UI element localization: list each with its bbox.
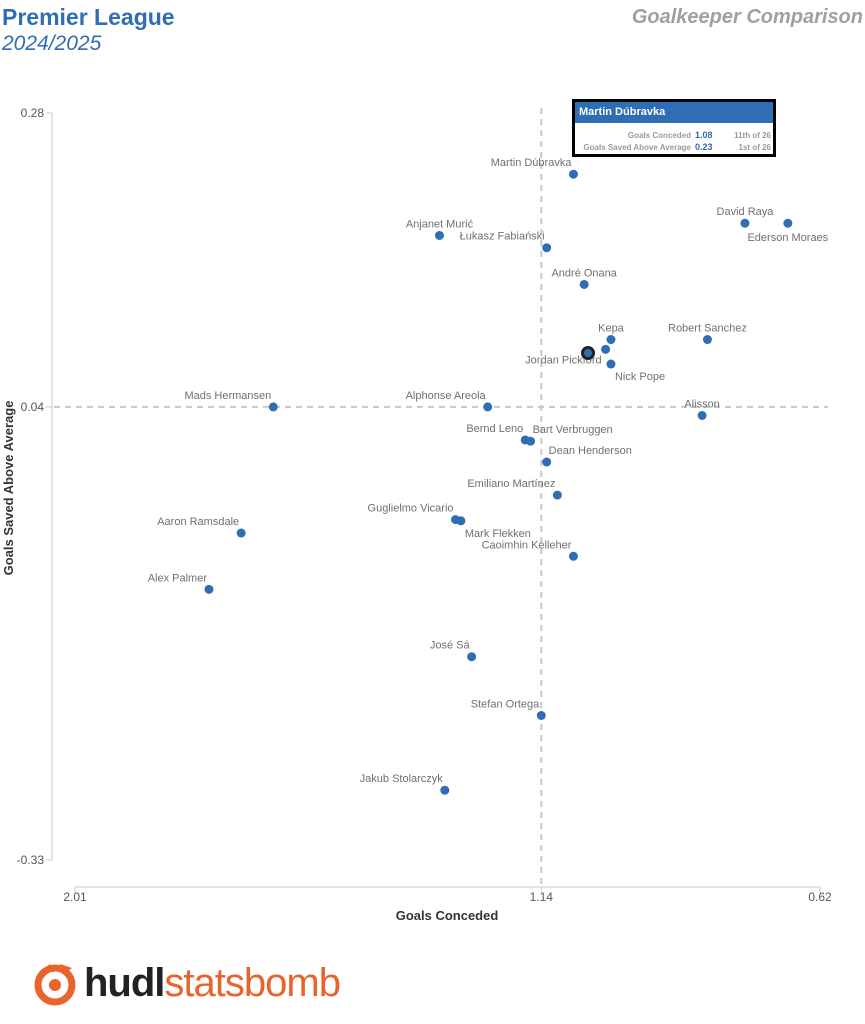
data-point xyxy=(536,710,546,720)
data-point-label: Bart Verbruggen xyxy=(533,424,613,436)
tooltip-rank: 1st of 26 xyxy=(738,143,771,152)
tooltip-value: 0.23 xyxy=(695,142,713,152)
season-label: 2024/2025 xyxy=(2,32,102,55)
data-point xyxy=(568,551,578,561)
league-title: Premier League xyxy=(2,4,175,30)
data-point-label: Anjanet Murić xyxy=(406,218,474,230)
data-point-label: Alisson xyxy=(684,398,719,410)
x-tick-label: 2.01 xyxy=(63,890,87,904)
data-point-label: Ederson Moraes xyxy=(747,232,828,244)
logo-word-statsbomb: statsbomb xyxy=(164,960,341,1005)
data-point xyxy=(483,402,493,412)
data-point xyxy=(552,490,562,500)
data-point-label: Alphonse Areola xyxy=(406,390,487,402)
data-point-label: Emiliano Martínez xyxy=(467,478,555,490)
data-point xyxy=(579,279,589,289)
chart-subtitle: Goalkeeper Comparison xyxy=(631,6,863,28)
data-point-label: Stefan Ortega xyxy=(471,698,540,710)
x-tick-label: 1.14 xyxy=(530,890,554,904)
data-point-label: André Onana xyxy=(551,267,617,279)
data-point xyxy=(434,230,444,240)
tooltip-rank: 11th of 26 xyxy=(734,131,771,140)
y-tick-label: 0.04 xyxy=(21,400,45,414)
selected-point-marker xyxy=(581,346,595,360)
data-point xyxy=(568,169,578,179)
data-point-label: Jordan Pickford xyxy=(525,354,601,366)
data-point xyxy=(542,243,552,253)
data-point-label: Mads Hermansen xyxy=(184,390,271,402)
statsbomb-logo-icon xyxy=(34,964,76,1006)
tooltip-value: 1.08 xyxy=(695,130,713,140)
player-tooltip: Martin Dúbravka Goals Conceded 1.08 11th… xyxy=(572,99,776,157)
data-point-label: Bernd Leno xyxy=(466,423,523,435)
data-point xyxy=(606,335,616,345)
data-point xyxy=(702,335,712,345)
x-tick-label: 0.62 xyxy=(808,890,832,904)
data-point-label: Łukasz Fabiański xyxy=(460,231,545,243)
data-point-label: Alex Palmer xyxy=(148,572,208,584)
data-point xyxy=(783,218,793,228)
data-point xyxy=(456,516,466,526)
data-point xyxy=(526,436,536,446)
data-point xyxy=(740,218,750,228)
data-point-label: Aaron Ramsdale xyxy=(157,516,239,528)
data-point xyxy=(440,785,450,795)
data-point-label: Kepa xyxy=(598,323,625,335)
logo-word-hudl: hudl xyxy=(84,960,165,1005)
tooltip-label: Goals Conceded xyxy=(627,131,691,140)
data-point-label: Martin Dúbravka xyxy=(491,157,573,169)
y-axis-title: Goals Saved Above Average xyxy=(1,401,16,576)
y-tick-label: -0.33 xyxy=(17,853,45,867)
data-point-label: Robert Sanchez xyxy=(668,323,747,335)
data-point xyxy=(697,410,707,420)
tooltip-row-gsaa: Goals Saved Above Average 0.23 1st of 26 xyxy=(575,141,773,153)
tooltip-label: Goals Saved Above Average xyxy=(583,143,691,152)
y-tick-label: 0.28 xyxy=(21,106,45,120)
data-point xyxy=(236,528,246,538)
data-point-label: Guglielmo Vicario xyxy=(368,503,454,515)
data-point-label: Nick Pope xyxy=(615,371,665,383)
data-point-label: Caoimhin Kelleher xyxy=(482,539,572,551)
x-axis-title: Goals Conceded xyxy=(396,908,499,923)
data-point xyxy=(268,402,278,412)
data-point-label: Mark Flekken xyxy=(465,528,531,540)
data-point xyxy=(606,359,616,369)
hudl-statsbomb-logo: hudl statsbomb xyxy=(32,958,341,1008)
data-point xyxy=(467,652,477,662)
tooltip-player-name: Martin Dúbravka xyxy=(575,102,773,123)
data-point xyxy=(601,344,611,354)
data-point xyxy=(542,457,552,467)
data-point xyxy=(204,584,214,594)
tooltip-row-goals-conceded: Goals Conceded 1.08 11th of 26 xyxy=(575,129,773,141)
data-point-label: Dean Henderson xyxy=(549,445,632,457)
data-point-label: David Raya xyxy=(717,206,775,218)
data-point-label: José Sá xyxy=(430,640,471,652)
data-point-label: Jakub Stolarczyk xyxy=(360,773,444,785)
